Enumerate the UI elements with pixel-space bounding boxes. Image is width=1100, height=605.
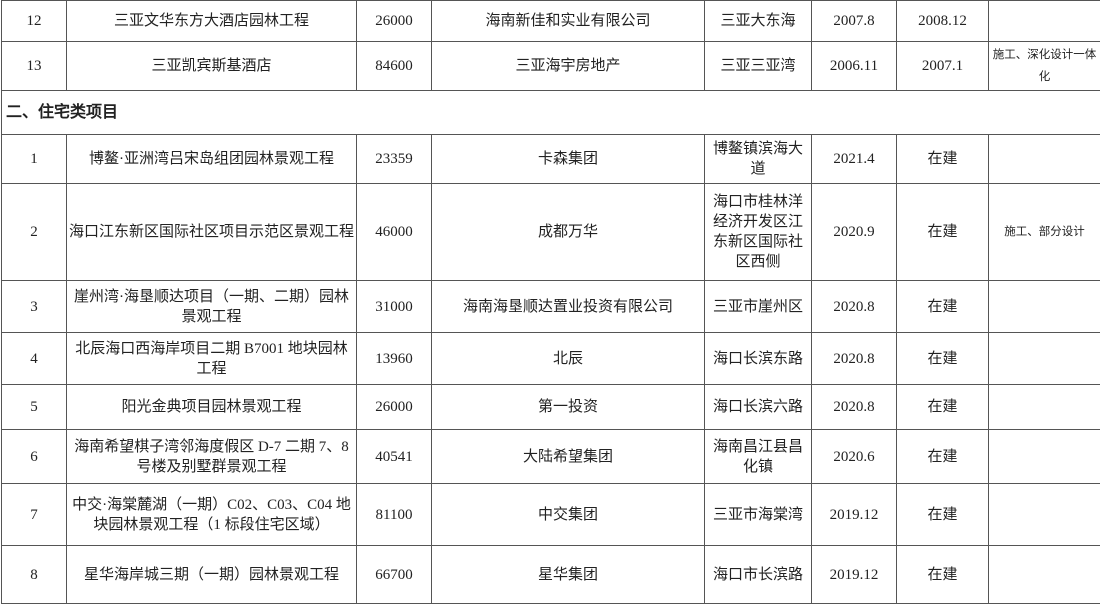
cell-project: 三亚文华东方大酒店园林工程	[66, 0, 357, 42]
cell-note	[988, 384, 1100, 430]
cell-client: 海南新佳和实业有限公司	[431, 0, 705, 42]
cell-end: 在建	[896, 545, 989, 604]
table-row: 12 三亚文华东方大酒店园林工程 26000 海南新佳和实业有限公司 三亚大东海 2007…	[1, 0, 1100, 42]
cell-end: 在建	[896, 134, 989, 184]
cell-start: 2007.8	[811, 0, 897, 42]
table-row: 6 海南希望棋子湾邻海度假区 D-7 二期 7、8 号楼及别墅群景观工程 40541…	[1, 429, 1100, 484]
cell-no: 2	[1, 183, 67, 281]
cell-client: 北辰	[431, 332, 705, 385]
cell-client: 星华集团	[431, 545, 705, 604]
cell-end: 在建	[896, 280, 989, 333]
cell-client: 卡森集团	[431, 134, 705, 184]
cell-note	[988, 280, 1100, 333]
cell-project: 中交·海棠麓湖（一期）C02、C03、C04 地块园林景观工程（1 标段住宅区域…	[66, 483, 357, 546]
cell-note	[988, 134, 1100, 184]
cell-end: 在建	[896, 429, 989, 484]
cell-no: 4	[1, 332, 67, 385]
cell-end: 在建	[896, 384, 989, 430]
cell-end: 在建	[896, 332, 989, 385]
cell-project: 崖州湾·海垦顺达项目（一期、二期）园林景观工程	[66, 280, 357, 333]
cell-end: 2008.12	[896, 0, 989, 42]
cell-note	[988, 483, 1100, 546]
cell-location: 海口市长滨路	[704, 545, 812, 604]
cell-area: 23359	[356, 134, 432, 184]
cell-project: 阳光金典项目园林景观工程	[66, 384, 357, 430]
cell-project: 博鳌·亚洲湾吕宋岛组团园林景观工程	[66, 134, 357, 184]
table-row: 13 三亚凯宾斯基酒店 84600 三亚海宇房地产 三亚三亚湾 2006.11 2007.1…	[1, 41, 1100, 91]
cell-project: 海南希望棋子湾邻海度假区 D-7 二期 7、8 号楼及别墅群景观工程	[66, 429, 357, 484]
cell-client: 海南海垦顺达置业投资有限公司	[431, 280, 705, 333]
cell-note	[988, 332, 1100, 385]
cell-location: 海口长滨六路	[704, 384, 812, 430]
cell-project: 海口江东新区国际社区项目示范区景观工程	[66, 183, 357, 281]
cell-location: 海口市桂林洋经济开发区江东新区国际社区西侧	[704, 183, 812, 281]
table-row: 7 中交·海棠麓湖（一期）C02、C03、C04 地块园林景观工程（1 标段住宅区…	[1, 483, 1100, 546]
cell-location: 海口长滨东路	[704, 332, 812, 385]
cell-area: 40541	[356, 429, 432, 484]
cell-area: 46000	[356, 183, 432, 281]
cell-location: 海南昌江县昌化镇	[704, 429, 812, 484]
cell-area: 84600	[356, 41, 432, 91]
cell-note	[988, 0, 1100, 42]
cell-note	[988, 429, 1100, 484]
cell-client: 大陆希望集团	[431, 429, 705, 484]
cell-area: 26000	[356, 384, 432, 430]
table-row: 3 崖州湾·海垦顺达项目（一期、二期）园林景观工程 31000 海南海垦顺达置业投资有…	[1, 280, 1100, 333]
cell-no: 13	[1, 41, 67, 91]
cell-no: 5	[1, 384, 67, 430]
table-row: 2 海口江东新区国际社区项目示范区景观工程 46000 成都万华 海口市桂林洋经济开发区…	[1, 183, 1100, 281]
table-row: 8 星华海岸城三期（一期）园林景观工程 66700 星华集团 海口市长滨路 2019.12…	[1, 545, 1100, 604]
cell-start: 2019.12	[811, 545, 897, 604]
cell-no: 12	[1, 0, 67, 42]
cell-start: 2006.11	[811, 41, 897, 91]
cell-area: 13960	[356, 332, 432, 385]
cell-start: 2021.4	[811, 134, 897, 184]
cell-no: 3	[1, 280, 67, 333]
cell-area: 66700	[356, 545, 432, 604]
cell-area: 31000	[356, 280, 432, 333]
cell-project: 星华海岸城三期（一期）园林景观工程	[66, 545, 357, 604]
cell-location: 三亚市海棠湾	[704, 483, 812, 546]
cell-no: 6	[1, 429, 67, 484]
cell-start: 2020.9	[811, 183, 897, 281]
cell-location: 三亚市崖州区	[704, 280, 812, 333]
cell-start: 2020.8	[811, 384, 897, 430]
cell-start: 2020.8	[811, 332, 897, 385]
cell-start: 2019.12	[811, 483, 897, 546]
cell-end: 2007.1	[896, 41, 989, 91]
cell-note: 施工、深化设计一体化	[988, 41, 1100, 91]
table-row: 5 阳光金典项目园林景观工程 26000 第一投资 海口长滨六路 2020.8 在建	[1, 384, 1100, 430]
cell-note	[988, 545, 1100, 604]
cell-project: 北辰海口西海岸项目二期 B7001 地块园林工程	[66, 332, 357, 385]
cell-client: 三亚海宇房地产	[431, 41, 705, 91]
section-title: 二、住宅类项目	[1, 90, 1100, 135]
cell-end: 在建	[896, 483, 989, 546]
cell-end: 在建	[896, 183, 989, 281]
cell-project: 三亚凯宾斯基酒店	[66, 41, 357, 91]
cell-start: 2020.8	[811, 280, 897, 333]
cell-note: 施工、部分设计	[988, 183, 1100, 281]
cell-client: 成都万华	[431, 183, 705, 281]
cell-location: 博鳌镇滨海大道	[704, 134, 812, 184]
cell-area: 26000	[356, 0, 432, 42]
cell-no: 8	[1, 545, 67, 604]
cell-no: 7	[1, 483, 67, 546]
cell-client: 中交集团	[431, 483, 705, 546]
cell-no: 1	[1, 134, 67, 184]
table-row: 4 北辰海口西海岸项目二期 B7001 地块园林工程 13960 北辰 海口长滨东路 20…	[1, 332, 1100, 385]
cell-location: 三亚三亚湾	[704, 41, 812, 91]
section-row: 二、住宅类项目	[1, 90, 1100, 135]
cell-start: 2020.6	[811, 429, 897, 484]
table-row: 1 博鳌·亚洲湾吕宋岛组团园林景观工程 23359 卡森集团 博鳌镇滨海大道 2021.4…	[1, 134, 1100, 184]
cell-client: 第一投资	[431, 384, 705, 430]
cell-location: 三亚大东海	[704, 0, 812, 42]
cell-area: 81100	[356, 483, 432, 546]
